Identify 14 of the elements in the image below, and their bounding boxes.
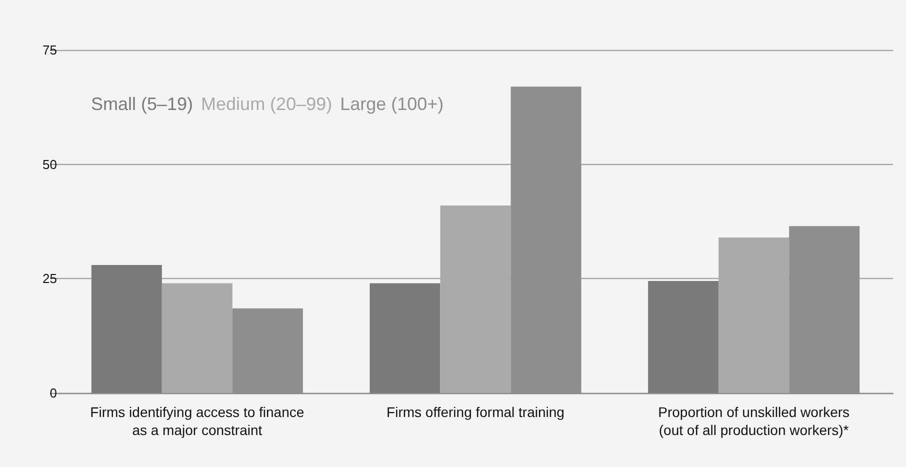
bar xyxy=(162,283,232,393)
text: Large (100+) xyxy=(340,94,444,114)
x-tick-label: Firms offering formal training xyxy=(386,404,564,420)
bar xyxy=(648,280,719,393)
bar xyxy=(370,283,440,393)
y-tick-label: 75 xyxy=(42,42,57,58)
text: Small (5–19) xyxy=(91,94,194,114)
y-tick-label: 25 xyxy=(42,271,57,286)
text: Medium (20–99) xyxy=(201,94,332,114)
x-tick-label: Proportion of unskilled workers (out of all production workers)* xyxy=(658,404,850,438)
y-tick-label: 0 xyxy=(50,386,57,400)
bar xyxy=(91,264,162,393)
x-tick-label: Firms identifying access to finance as a major constraint xyxy=(90,404,304,438)
y-tick-label: 50 xyxy=(42,156,57,172)
